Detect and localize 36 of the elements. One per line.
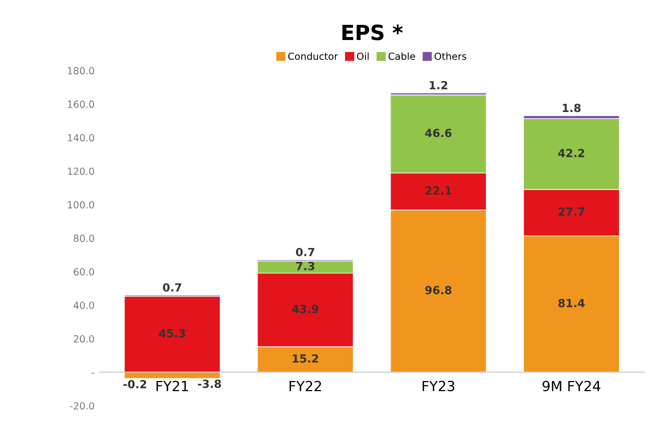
x-tick-label: FY21	[156, 380, 188, 392]
y-tick-label: 100.0	[68, 201, 94, 208]
data-label: 7.3	[296, 262, 314, 270]
data-label: 15.2	[292, 354, 318, 363]
y-tick-label: 140.0	[68, 134, 94, 142]
legend-label: Cable	[388, 52, 416, 60]
legend-label: Others	[434, 52, 466, 60]
y-tick-label: -	[92, 372, 94, 374]
data-label: 42.2	[558, 148, 584, 158]
chart-title: EPS *	[342, 24, 403, 40]
x-tick-label: 9M FY24	[542, 380, 600, 392]
y-tick-label: 180.0	[68, 67, 94, 74]
y-tick-label: 120.0	[68, 168, 94, 175]
data-label: 81.4	[558, 298, 585, 308]
x-tick-label: FY23	[422, 380, 454, 392]
data-label: 1.2	[430, 80, 448, 90]
data-label: -3.8	[198, 380, 221, 388]
data-label: 43.9	[292, 304, 318, 314]
y-tick-label: 160.0	[68, 100, 94, 108]
data-label: 27.7	[558, 207, 584, 216]
data-label: -0.2	[123, 380, 146, 388]
data-label: 46.6	[425, 128, 452, 138]
y-tick-label: 60.0	[74, 268, 94, 276]
data-label: 45.3	[159, 329, 186, 338]
x-tick-label: FY22	[290, 380, 321, 392]
legend-label: Conductor	[288, 52, 338, 60]
y-tick-label: 20.0	[74, 335, 94, 343]
legend-label: Oil	[357, 52, 369, 60]
data-label: 96.8	[425, 286, 452, 294]
data-label: 0.7	[162, 283, 182, 292]
data-label: 0.7	[296, 248, 314, 256]
y-tick-label: 80.0	[74, 234, 94, 242]
data-label: 22.1	[426, 186, 452, 195]
data-label: 1.8	[562, 104, 581, 112]
y-tick-label: 40.0	[74, 302, 94, 310]
y-tick-label: -20.0	[70, 402, 94, 410]
